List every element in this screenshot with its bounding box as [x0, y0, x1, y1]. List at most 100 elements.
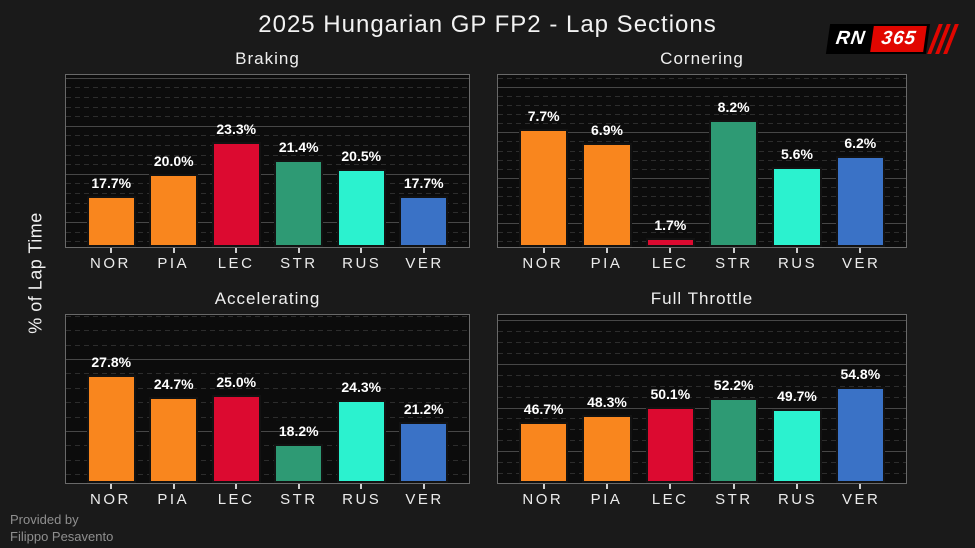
bar-slot-str: 18.2% — [268, 315, 331, 489]
bar-slot-ver: 6.2% — [829, 75, 892, 253]
value-label-ver: 54.8% — [840, 365, 881, 382]
chart-title: Cornering — [660, 49, 744, 68]
bar-slot-nor: 7.7% — [512, 75, 575, 253]
x-label-str: STR — [280, 491, 318, 508]
bar-str — [274, 160, 324, 247]
x-label-lec: LEC — [651, 491, 689, 508]
bar-slot-nor: 17.7% — [80, 75, 143, 253]
x-label-nor: NOR — [89, 491, 131, 508]
grid-minor-line — [66, 202, 469, 204]
grid-minor-line — [66, 344, 469, 346]
grid-major-line — [498, 363, 906, 365]
grid-minor-line — [498, 396, 906, 398]
bar-rus — [336, 400, 386, 483]
value-label-rus: 5.6% — [781, 145, 813, 162]
x-tick — [235, 248, 238, 253]
x-tick — [110, 484, 113, 489]
bar-slot-str: 21.4% — [268, 75, 331, 253]
grid-minor-line — [498, 418, 906, 420]
grid-major-line — [66, 359, 469, 361]
bar-pia — [582, 414, 632, 483]
grid-minor-line — [498, 214, 906, 216]
chart-braking: Braking 17.7% 20.0% 23.3% 21.4% 20.5% 17.7% N… — [65, 49, 470, 272]
bar-slot-ver: 17.7% — [393, 75, 456, 253]
rn365-logo-stripes — [927, 24, 960, 54]
x-label-ver: VER — [842, 255, 881, 272]
bar-nor — [518, 128, 569, 247]
bar-lec — [211, 394, 261, 483]
x-label-nor: NOR — [89, 255, 131, 272]
bar-nor — [86, 374, 136, 483]
page-title: 2025 Hungarian GP FP2 - Lap Sections — [258, 11, 717, 38]
grid-minor-line — [66, 402, 469, 404]
grid-major-line — [498, 132, 906, 134]
grid-minor-line — [498, 472, 906, 474]
grid-minor-line — [66, 106, 469, 108]
bar-group: 46.7% 48.3% 50.1% 52.2% 49.7% 54.8% — [512, 315, 892, 489]
bar-slot-rus: 5.6% — [765, 75, 828, 253]
x-tick — [605, 484, 608, 489]
x-tick — [422, 248, 425, 253]
grid-major-line — [66, 125, 469, 127]
x-label-rus: RUS — [777, 255, 818, 272]
value-label-rus: 24.3% — [341, 379, 382, 396]
x-label-lec: LEC — [651, 255, 689, 272]
x-tick — [542, 248, 545, 253]
bar-slot-rus: 49.7% — [765, 315, 828, 489]
value-label-pia: 20.0% — [153, 152, 194, 169]
value-label-nor: 46.7% — [523, 400, 564, 417]
bar-ver — [835, 386, 885, 483]
grid-minor-line — [498, 77, 906, 79]
x-tick — [542, 484, 545, 489]
bar-lec — [645, 407, 695, 483]
grid-minor-line — [498, 123, 906, 125]
grid-minor-line — [66, 87, 469, 89]
grid-major-line — [498, 320, 906, 322]
bar-slot-rus: 20.5% — [330, 75, 393, 253]
grid-minor-line — [498, 385, 906, 387]
bar-slot-lec: 25.0% — [205, 315, 268, 489]
grid-minor-line — [498, 241, 906, 243]
grid-minor-line — [498, 205, 906, 207]
grid-minor-line — [66, 316, 469, 317]
grid-minor-line — [66, 183, 469, 185]
bar-slot-pia: 6.9% — [575, 75, 638, 253]
bar-slot-pia: 24.7% — [143, 315, 206, 489]
bar-rus — [772, 408, 822, 483]
x-label-rus: RUS — [342, 491, 382, 508]
x-label-pia: PIA — [590, 255, 623, 272]
chart-full-throttle: Full Throttle 46.7% 48.3% 50.1% 52.2% 49.7% 5… — [497, 289, 907, 508]
x-label-str: STR — [715, 491, 753, 508]
y-axis-label: % of Lap Time — [25, 212, 46, 334]
bar-nor — [86, 195, 136, 247]
grid-minor-line — [66, 459, 469, 461]
bar-slot-str: 8.2% — [702, 75, 765, 253]
chart-accelerating: Accelerating 27.8% 24.7% 25.0% 18.2% 24.3% 21… — [65, 289, 470, 508]
x-label-pia: PIA — [157, 255, 190, 272]
bar-lec — [645, 237, 695, 247]
x-label-ver: VER — [405, 491, 444, 508]
value-label-pia: 24.7% — [153, 376, 194, 393]
x-tick — [360, 248, 363, 253]
x-tick — [732, 248, 735, 253]
grid-minor-line — [498, 342, 906, 344]
value-label-lec: 25.0% — [216, 373, 257, 390]
grid-minor-line — [66, 97, 469, 98]
bar-slot-str: 52.2% — [702, 315, 765, 489]
rn365-logo-rn-text: RN — [834, 28, 867, 49]
x-label-ver: VER — [842, 491, 881, 508]
x-axis-labels: NOR PIA LEC STR RUS VER — [65, 255, 470, 272]
x-tick — [732, 484, 735, 489]
bar-ver — [835, 156, 885, 247]
bar-slot-pia: 20.0% — [143, 75, 206, 253]
x-tick — [422, 484, 425, 489]
x-tick — [235, 484, 238, 489]
bar-slot-lec: 50.1% — [639, 315, 702, 489]
x-tick — [859, 484, 862, 489]
bar-group: 7.7% 6.9% 1.7% 8.2% 5.6% 6.2% — [512, 75, 892, 253]
x-axis-labels: NOR PIA LEC STR RUS VER — [65, 491, 470, 508]
grid-major-line — [66, 430, 469, 432]
bar-pia — [149, 173, 199, 247]
value-label-str: 52.2% — [713, 376, 754, 393]
x-label-lec: LEC — [217, 491, 255, 508]
